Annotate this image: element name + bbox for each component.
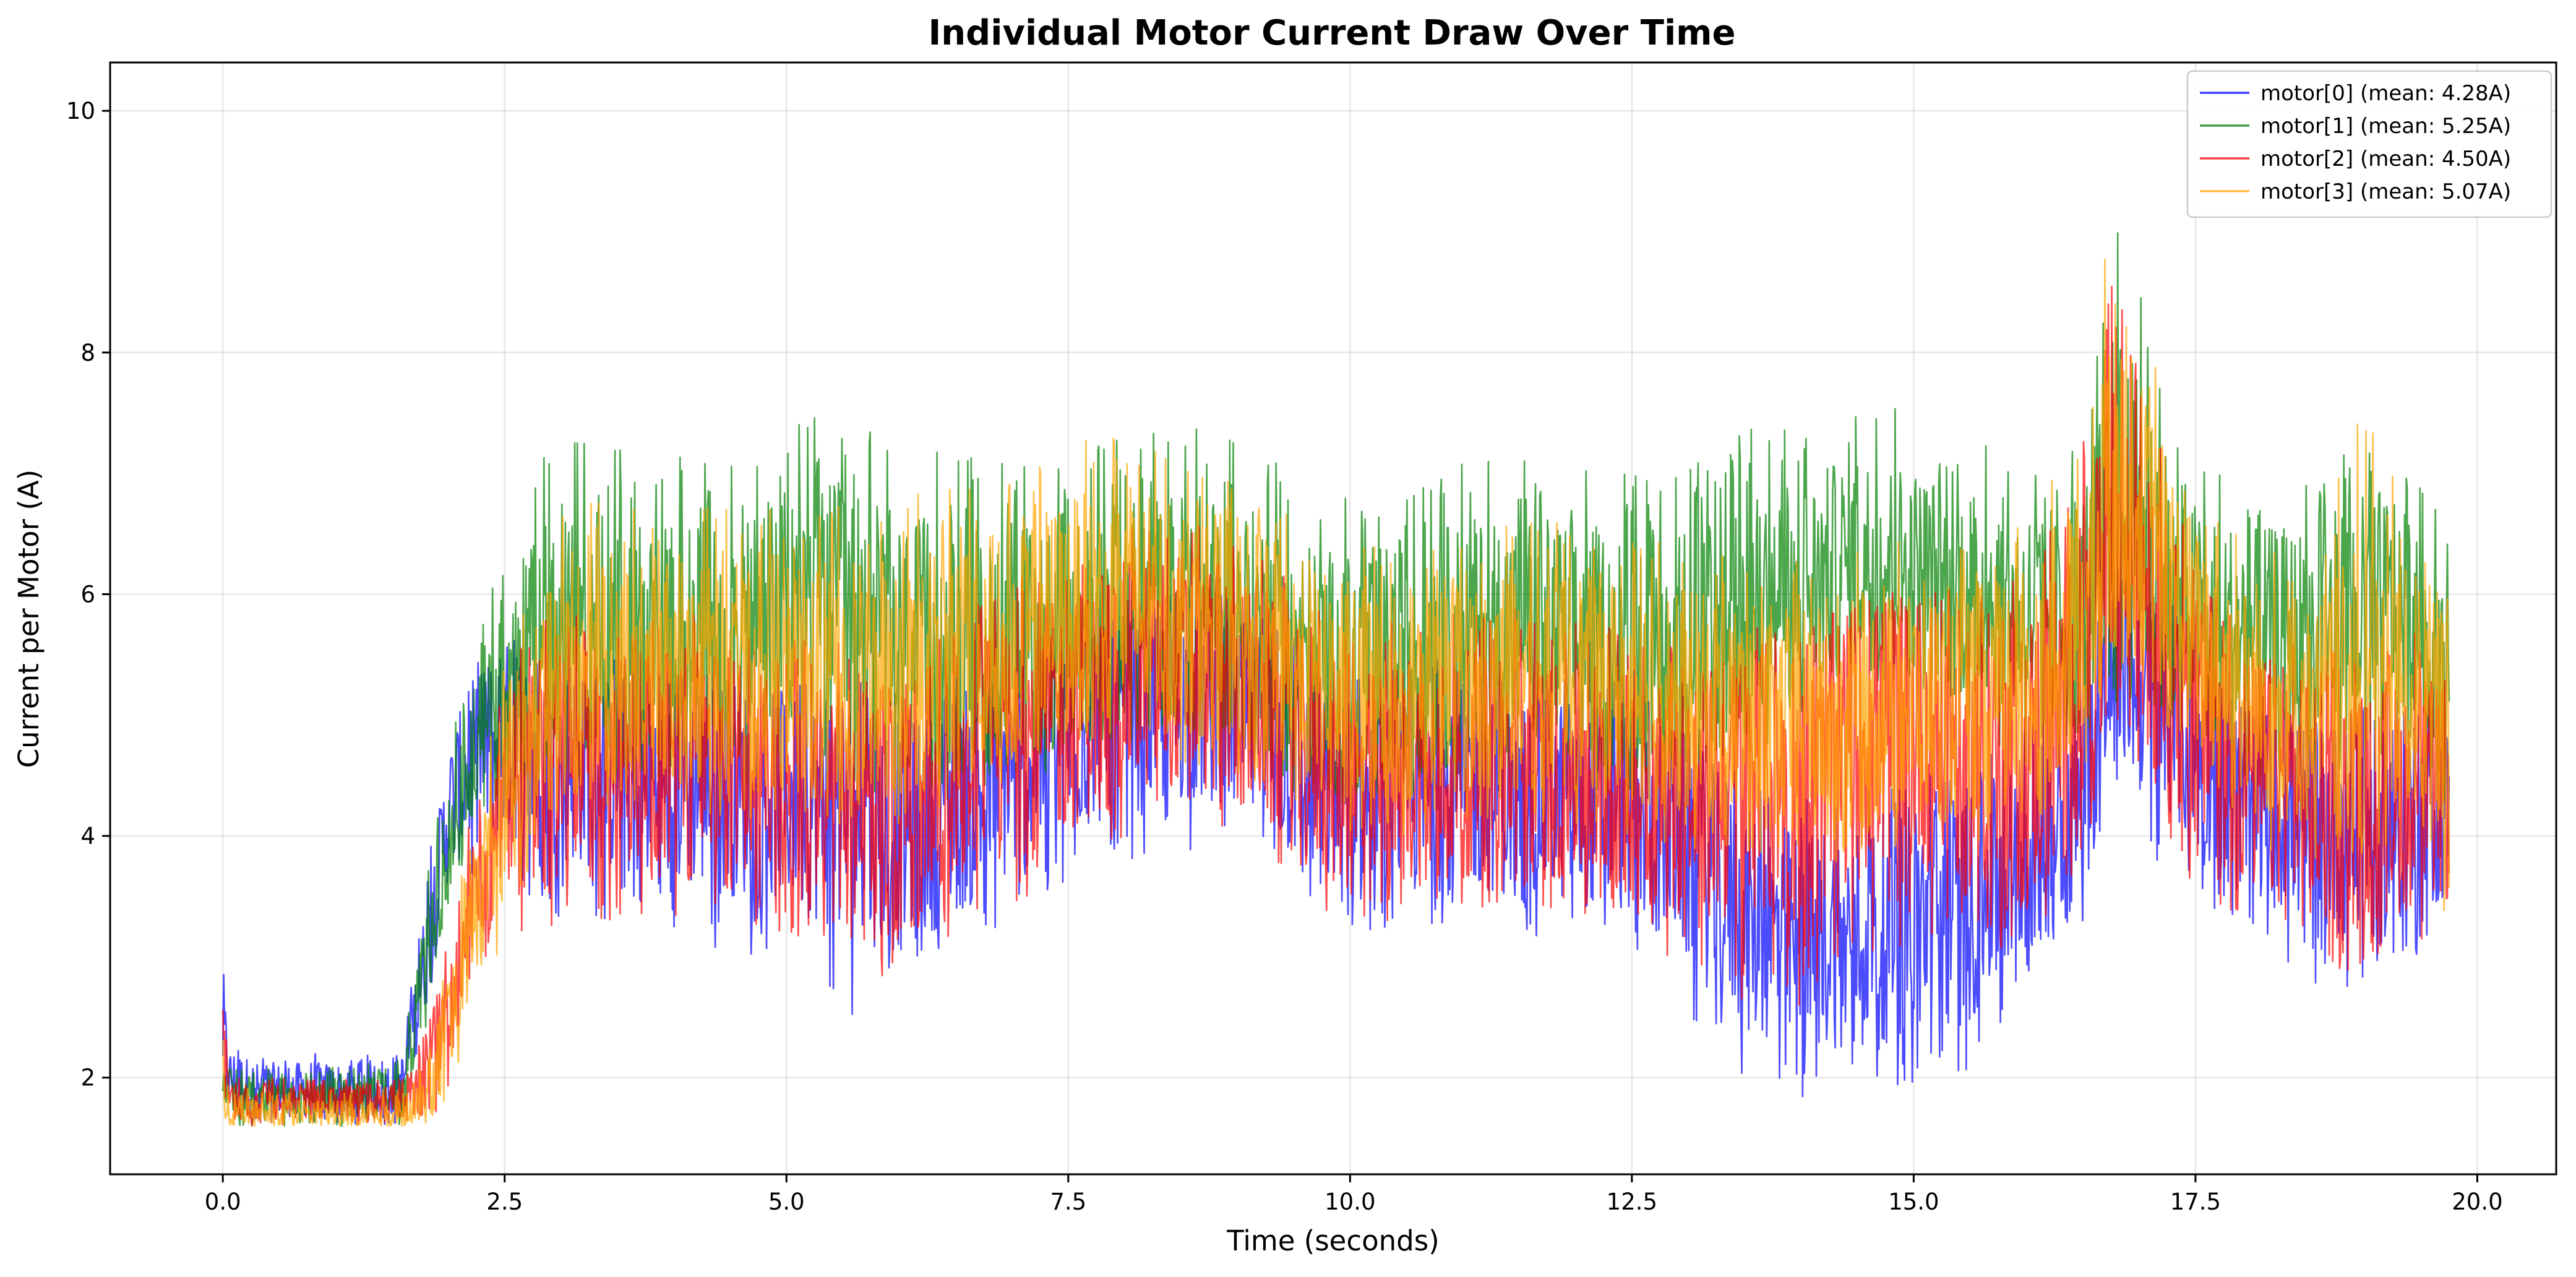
x-tick-label: 10.0: [1324, 1189, 1375, 1215]
x-tick-label: 17.5: [2170, 1189, 2221, 1215]
x-tick-label: 15.0: [1888, 1189, 1939, 1215]
y-tick-label: 10: [66, 98, 95, 124]
legend-label: motor[0] (mean: 4.28A): [2260, 81, 2511, 106]
x-axis-label: Time (seconds): [1226, 1224, 1439, 1257]
x-tick-label: 7.5: [1050, 1189, 1086, 1215]
plot-area: [221, 232, 2450, 1127]
x-tick-label: 5.0: [768, 1189, 805, 1215]
legend-label: motor[2] (mean: 4.50A): [2260, 147, 2511, 171]
x-tick-label: 0.0: [205, 1189, 241, 1215]
y-tick-label: 4: [80, 823, 95, 849]
series-line-motor-3: [221, 258, 2450, 1127]
legend-label: motor[1] (mean: 5.25A): [2260, 114, 2511, 139]
y-tick-label: 6: [80, 581, 95, 608]
chart-title: Individual Motor Current Draw Over Time: [928, 13, 1735, 53]
legend-label: motor[3] (mean: 5.07A): [2260, 179, 2511, 204]
y-tick-label: 2: [80, 1065, 95, 1091]
legend: motor[0] (mean: 4.28A) motor[1] (mean: 5.…: [2186, 70, 2552, 218]
y-tick-label: 8: [80, 340, 95, 366]
axis-ticks: 0.0 2.5 5.0 7.5 10.0 12.5 15.0 17.5 20.0 2 4 6 8 10: [66, 98, 2503, 1215]
y-axis-label: Current per Motor (A): [12, 470, 45, 768]
x-tick-label: 20.0: [2452, 1189, 2502, 1215]
legend-box: [2186, 70, 2552, 218]
x-tick-label: 12.5: [1607, 1189, 1657, 1215]
plot-frame: [109, 61, 2557, 1176]
x-tick-label: 2.5: [486, 1189, 523, 1215]
